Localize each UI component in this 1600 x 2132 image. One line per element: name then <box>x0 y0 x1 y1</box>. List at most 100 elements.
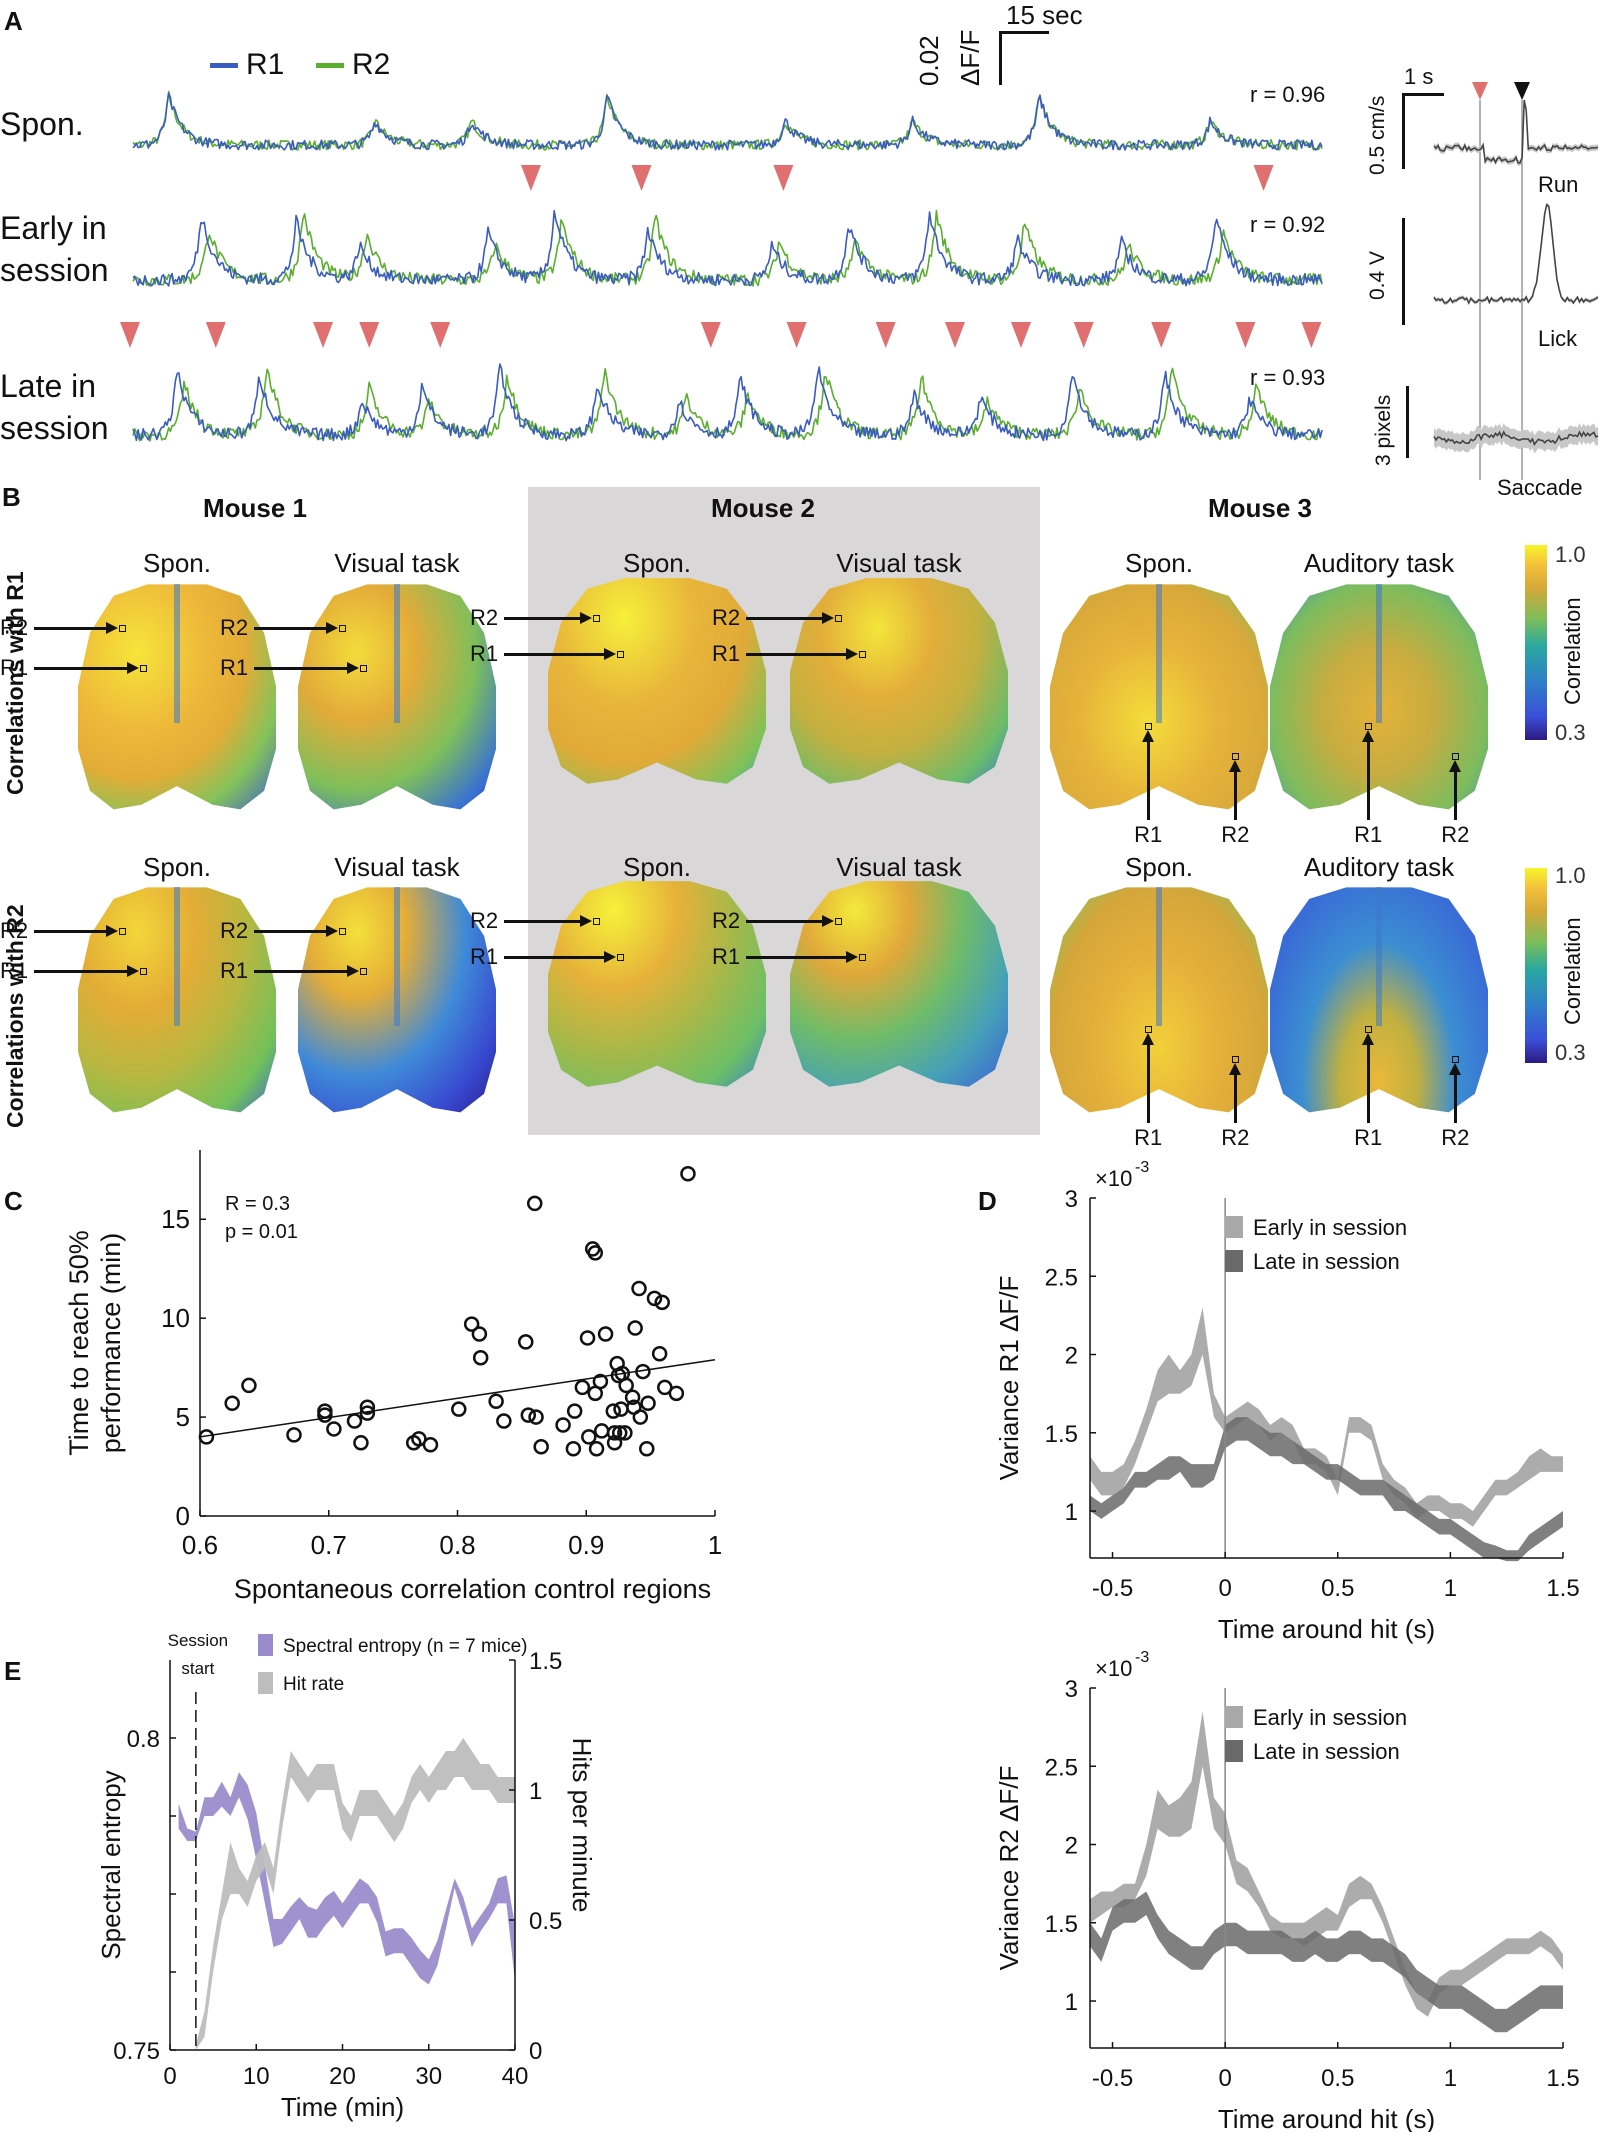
x-tick-label: 0.7 <box>311 1530 347 1560</box>
behavior-label-run: Run <box>1538 172 1579 197</box>
data-point <box>579 1330 596 1346</box>
legend-label: Spectral entropy (n = 7 mice) <box>283 1636 527 1657</box>
data-point <box>317 1407 333 1423</box>
y-right-axis-label: Hits per minute <box>567 1738 597 1913</box>
data-point <box>422 1437 439 1453</box>
data-point <box>463 1316 480 1332</box>
row-label-late-2: session <box>0 410 109 446</box>
data-point <box>533 1439 549 1455</box>
data-point <box>517 1334 534 1350</box>
scalebar-horizontal <box>999 31 1049 34</box>
trace-r2 <box>132 209 1323 287</box>
data-point <box>527 1195 543 1212</box>
data-point <box>631 1280 647 1297</box>
arrowhead-icon <box>105 925 118 938</box>
roi-label: R1 <box>220 957 249 983</box>
arrow-icon <box>254 930 328 934</box>
y-axis-label-line2: performance (min) <box>96 1233 126 1454</box>
mouse-3-title: Mouse 3 <box>1207 493 1313 523</box>
legend-swatch-r2 <box>316 63 344 68</box>
data-point <box>611 1425 628 1441</box>
trace-r1 <box>132 363 1323 442</box>
midline <box>174 887 180 1027</box>
roi-label: R1 <box>1134 822 1163 847</box>
roi-label: R2 <box>1441 1125 1470 1150</box>
arrowhead-icon <box>325 925 338 938</box>
roi-label: R1 <box>1354 822 1383 847</box>
roi-marker <box>1145 1025 1153 1033</box>
trace-r1 <box>132 209 1323 287</box>
arrow-icon <box>1454 764 1458 820</box>
hit-marker-triangle <box>1301 322 1322 348</box>
data-point <box>528 1409 544 1425</box>
roi-label: R1 <box>0 957 29 983</box>
data-point <box>613 1401 629 1417</box>
row-label-early-2: session <box>0 252 109 288</box>
roi-marker <box>1365 722 1373 730</box>
arrow-icon <box>746 653 848 657</box>
hit-marker-triangle <box>430 322 451 348</box>
x-axis-label: Time around hit (s) <box>1218 2104 1435 2132</box>
exponent-power: -3 <box>1135 1159 1149 1176</box>
data-point <box>654 1294 670 1311</box>
colorbar-bottom-max: 1.0 <box>1555 863 1586 888</box>
roi-label: R1 <box>0 654 29 680</box>
legend-label: Early in session <box>1253 1705 1407 1730</box>
arrow-icon <box>34 666 130 670</box>
hit-marker-triangle <box>631 165 652 191</box>
arrowhead-icon <box>603 648 616 661</box>
hit-marker-triangle <box>875 322 896 348</box>
x-tick-label: 40 <box>502 2063 529 2090</box>
data-point <box>286 1427 302 1443</box>
roi-label: R2 <box>220 918 249 944</box>
behavior-scalebar-run <box>1402 93 1405 169</box>
hit-marker-triangle <box>359 322 380 348</box>
roi-marker <box>592 918 600 926</box>
arrow-icon <box>34 969 130 973</box>
stat-p: p = 0.01 <box>225 1221 298 1243</box>
arrow-icon <box>34 627 108 631</box>
y-axis-label: Variance R2 ΔF/F <box>994 1766 1024 1971</box>
arrow-icon <box>746 617 824 621</box>
data-point <box>471 1326 488 1342</box>
arrowhead-icon <box>127 661 140 674</box>
y-tick-label: 3 <box>1065 1186 1078 1213</box>
data-point <box>588 1440 605 1457</box>
arrowhead-icon <box>347 964 360 977</box>
legend-swatch <box>1225 1250 1243 1272</box>
lick-trace-line <box>1433 203 1599 305</box>
roi-marker <box>1232 753 1240 760</box>
behavior-label-lick: Lick <box>1538 326 1578 351</box>
arrow-icon <box>254 666 350 670</box>
data-point <box>198 1429 215 1445</box>
behavior-scalebar-saccade <box>1406 386 1409 458</box>
x-tick-label: 0.8 <box>439 1530 475 1560</box>
roi-label: R1 <box>220 654 249 680</box>
behavior-scale-lick: 0.4 V <box>1366 250 1389 300</box>
session-start-label-1: Session <box>168 1631 228 1650</box>
midline <box>394 584 400 724</box>
data-point <box>668 1385 685 1402</box>
roi-label: R1 <box>470 944 499 970</box>
data-point <box>640 1395 656 1411</box>
y-axis-label: Variance R1 ΔF/F <box>994 1276 1024 1481</box>
colorbar-bottom-label: Correlation <box>1560 917 1585 1025</box>
legend-label: Early in session <box>1253 1215 1407 1240</box>
row-label-late-1: Late in <box>0 368 97 404</box>
x-tick-label: 0.5 <box>1321 2065 1354 2092</box>
behavior-time-scale: 1 s <box>1404 64 1434 89</box>
roi-marker <box>140 967 148 975</box>
arrow-icon <box>34 930 108 934</box>
map-title: Spon. <box>623 852 691 882</box>
row-label-early-1: Early in <box>0 210 107 246</box>
data-point <box>587 1245 604 1261</box>
data-point <box>241 1377 257 1394</box>
arrowhead-icon <box>845 951 858 964</box>
roi-marker <box>834 615 842 623</box>
roi-marker <box>360 664 368 672</box>
variance-r1-chart: -0.5 0 0.5 1 1.5 1 1.5 2 2.5 3 ×10 -3 Time around hi… <box>994 1159 1580 1644</box>
panel-label-c: C <box>4 1186 23 1216</box>
midline <box>174 584 180 724</box>
midline <box>1156 887 1162 1027</box>
arrow-icon <box>746 956 848 960</box>
